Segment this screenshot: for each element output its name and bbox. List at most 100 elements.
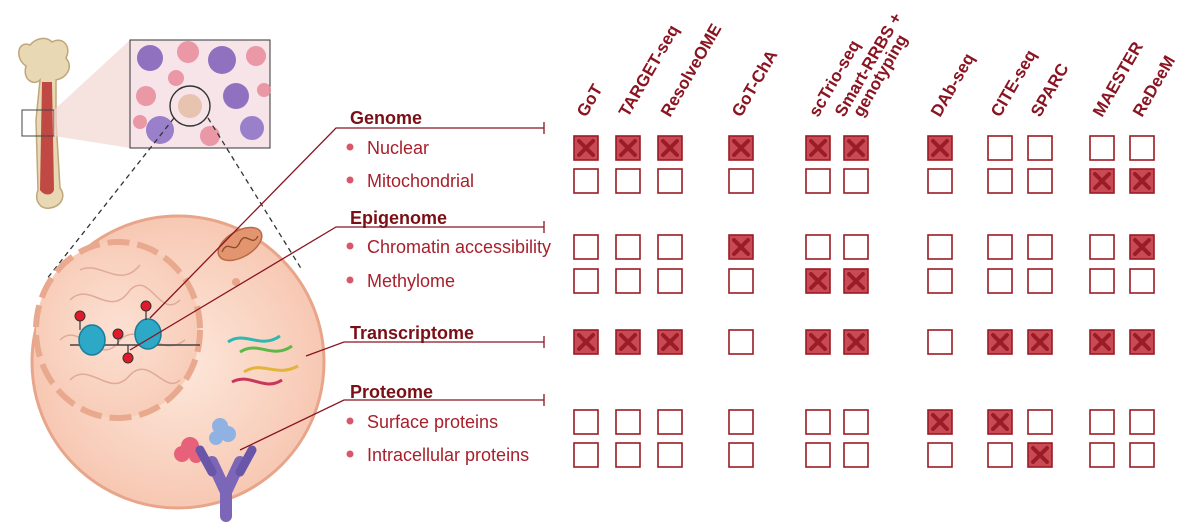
cell-unchecked — [1027, 234, 1053, 260]
checkbox — [927, 329, 953, 355]
checkbox — [615, 168, 641, 194]
checkbox — [1089, 234, 1115, 260]
checkbox — [657, 409, 683, 435]
cell-unchecked — [987, 168, 1013, 194]
bullet-icon — [346, 176, 354, 184]
x-mark-icon — [991, 413, 1009, 431]
cell-unchecked — [1089, 135, 1115, 161]
bullet-icon — [346, 450, 354, 458]
x-mark-icon — [619, 333, 637, 351]
selected-cell-icon — [178, 94, 202, 118]
cell-checked — [615, 135, 641, 161]
cell-unchecked — [1089, 442, 1115, 468]
blood-cell-icon — [246, 46, 266, 66]
x-mark-icon — [732, 139, 750, 157]
bone-icon — [18, 37, 70, 209]
blood-cell-icon — [223, 83, 249, 109]
checkbox — [728, 168, 754, 194]
checkbox — [843, 442, 869, 468]
checkbox — [1089, 442, 1115, 468]
subcategory-label: Chromatin accessibility — [367, 237, 551, 257]
x-mark-icon — [847, 139, 865, 157]
cell-unchecked — [1129, 442, 1155, 468]
cell-checked — [1027, 442, 1053, 468]
checkbox — [987, 168, 1013, 194]
blood-cell-icon — [133, 115, 147, 129]
bullet-icon — [346, 417, 354, 425]
checkbox — [615, 268, 641, 294]
checkbox — [573, 268, 599, 294]
cell-checked — [657, 329, 683, 355]
method-header: GoT-ChA — [728, 47, 781, 120]
checkbox — [728, 442, 754, 468]
cell-checked — [728, 234, 754, 260]
category-label: Proteome — [350, 382, 433, 402]
x-mark-icon — [661, 139, 679, 157]
checkbox — [1027, 168, 1053, 194]
x-mark-icon — [1133, 333, 1151, 351]
cell-icon — [30, 214, 326, 510]
x-mark-icon — [1093, 333, 1111, 351]
cell-unchecked — [805, 442, 831, 468]
x-mark-icon — [847, 272, 865, 290]
antibody-icon — [195, 445, 257, 522]
cell-unchecked — [1129, 409, 1155, 435]
checkbox — [615, 409, 641, 435]
checkbox — [657, 234, 683, 260]
cell-checked — [805, 329, 831, 355]
method-header: SPARC — [1027, 60, 1073, 120]
cell-checked — [843, 135, 869, 161]
cell-unchecked — [987, 442, 1013, 468]
cell-unchecked — [1089, 409, 1115, 435]
connectors — [129, 122, 545, 451]
cell-unchecked — [657, 168, 683, 194]
cell-checked — [1129, 234, 1155, 260]
cell-unchecked — [728, 168, 754, 194]
x-mark-icon — [732, 238, 750, 256]
checkbox — [615, 442, 641, 468]
category-label: Transcriptome — [350, 323, 474, 343]
checkbox — [843, 168, 869, 194]
checkbox — [987, 135, 1013, 161]
checkbox — [987, 442, 1013, 468]
cell-checked — [843, 268, 869, 294]
checkbox — [927, 268, 953, 294]
checkbox — [927, 234, 953, 260]
checkbox — [573, 234, 599, 260]
x-mark-icon — [1133, 172, 1151, 190]
cell-unchecked — [927, 168, 953, 194]
cell-checked — [805, 135, 831, 161]
blood-cell-icon — [137, 45, 163, 71]
blood-cell-icon — [146, 116, 174, 144]
cell-unchecked — [1089, 234, 1115, 260]
blood-cell-icon — [240, 116, 264, 140]
bullet-icon — [346, 143, 354, 151]
cell-unchecked — [657, 409, 683, 435]
cell-unchecked — [927, 268, 953, 294]
cell-unchecked — [573, 168, 599, 194]
cell-unchecked — [843, 442, 869, 468]
cell-unchecked — [615, 168, 641, 194]
method-header: GoT — [573, 81, 607, 120]
x-mark-icon — [931, 139, 949, 157]
x-mark-icon — [809, 139, 827, 157]
cell-unchecked — [987, 234, 1013, 260]
cell-unchecked — [843, 409, 869, 435]
cell-checked — [1027, 329, 1053, 355]
subcategory-label: Intracellular proteins — [367, 445, 529, 465]
checkbox — [728, 268, 754, 294]
cell-unchecked — [843, 234, 869, 260]
x-mark-icon — [991, 333, 1009, 351]
checkbox — [1089, 409, 1115, 435]
checkbox — [927, 168, 953, 194]
checkbox — [615, 234, 641, 260]
checkbox — [1129, 409, 1155, 435]
checkbox — [573, 442, 599, 468]
subcategory-label: Nuclear — [367, 138, 429, 158]
checkbox — [657, 442, 683, 468]
cell-unchecked — [805, 234, 831, 260]
cell-unchecked — [573, 268, 599, 294]
checkbox — [1027, 234, 1053, 260]
blood-cell-icon — [208, 46, 236, 74]
cell-checked — [805, 268, 831, 294]
